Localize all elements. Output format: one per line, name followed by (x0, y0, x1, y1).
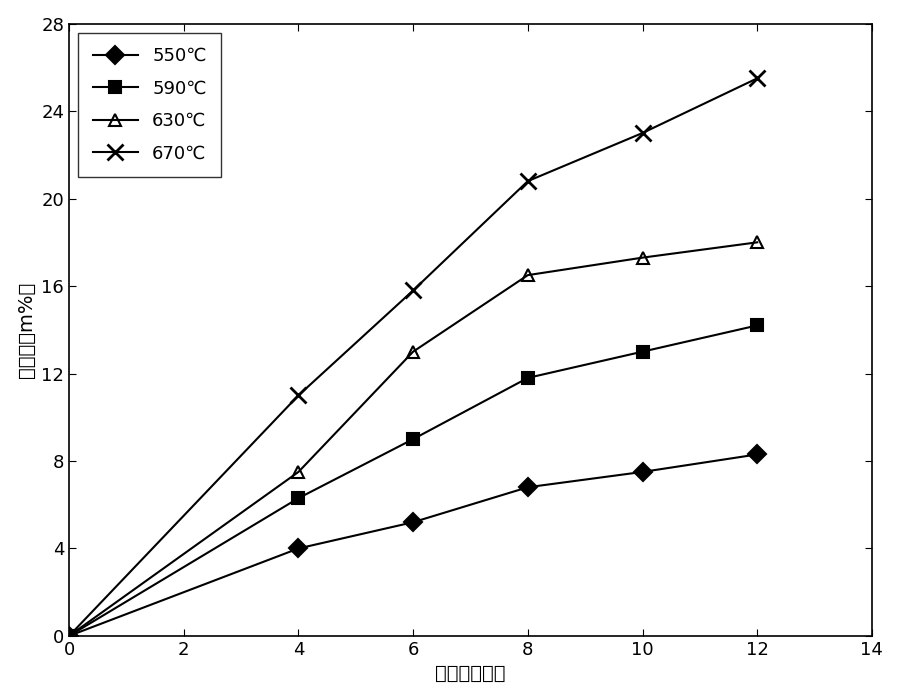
630℃ (522, 271, 533, 279)
590℃ (408, 435, 418, 443)
550℃ (637, 468, 648, 476)
630℃ (752, 238, 762, 246)
630℃ (408, 347, 418, 356)
670℃ (408, 286, 418, 295)
590℃ (637, 347, 648, 356)
590℃ (293, 494, 304, 503)
630℃ (64, 631, 75, 640)
630℃ (637, 253, 648, 262)
590℃ (522, 374, 533, 382)
670℃ (637, 129, 648, 137)
550℃ (522, 483, 533, 491)
670℃ (293, 391, 304, 400)
590℃ (64, 631, 75, 640)
550℃ (64, 631, 75, 640)
Legend: 550℃, 590℃, 630℃, 670℃: 550℃, 590℃, 630℃, 670℃ (78, 33, 221, 177)
Line: 630℃: 630℃ (63, 236, 763, 642)
550℃ (408, 518, 418, 526)
590℃ (752, 321, 762, 330)
550℃ (293, 545, 304, 553)
Y-axis label: 含炳量（m%）: 含炳量（m%） (17, 281, 36, 378)
670℃ (522, 177, 533, 186)
X-axis label: 时间（小时）: 时间（小时） (436, 664, 506, 683)
670℃ (752, 74, 762, 83)
630℃ (293, 468, 304, 476)
670℃ (64, 631, 75, 640)
Line: 550℃: 550℃ (63, 448, 763, 642)
Line: 590℃: 590℃ (63, 319, 763, 642)
Line: 670℃: 670℃ (61, 71, 765, 643)
550℃ (752, 450, 762, 459)
